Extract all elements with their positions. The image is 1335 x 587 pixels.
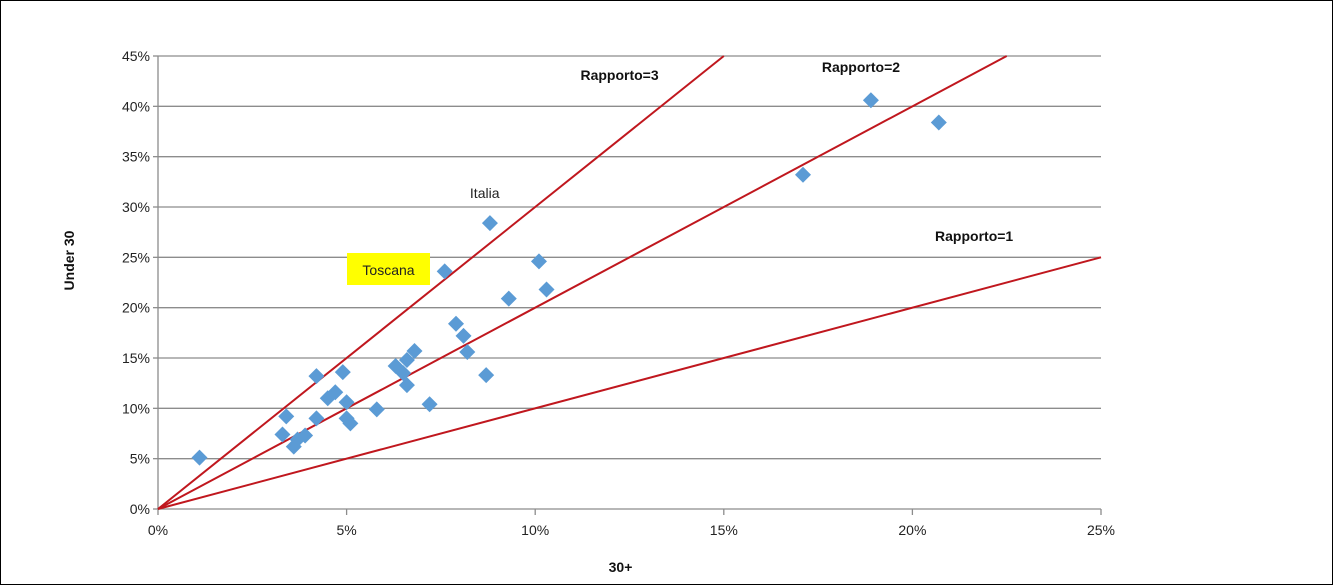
x-axis-title: 30+ (609, 559, 633, 575)
y-axis-title: Under 30 (61, 230, 77, 290)
data-point (930, 114, 947, 131)
annotations: Italia Toscana (347, 185, 500, 285)
y-tick-label: 30% (122, 199, 150, 215)
ratio-line (157, 55, 1008, 510)
y-tick-label: 20% (122, 300, 150, 316)
x-tick-label: 0% (148, 522, 168, 538)
data-point (421, 396, 438, 413)
y-tick-label: 0% (130, 501, 150, 517)
y-tick-label: 35% (122, 149, 150, 165)
tick-labels: 0% 5% 10% 15% 20% 25% 30% 35% 40% 45% 0% 5% 10% 15% 20… (122, 48, 1115, 538)
ratio-line-label: Rapporto=2 (822, 59, 900, 75)
x-tick-label: 10% (521, 522, 549, 538)
y-tick-label: 15% (122, 350, 150, 366)
y-tick-label: 25% (122, 249, 150, 265)
annotation-label: Toscana (362, 262, 414, 278)
data-point (334, 364, 351, 381)
annotation-label: Italia (470, 185, 500, 201)
data-point (398, 377, 415, 394)
data-point (478, 367, 495, 384)
data-point (406, 342, 423, 359)
x-tick-label: 20% (898, 522, 926, 538)
toscana-highlight (347, 253, 430, 285)
data-point (274, 426, 291, 443)
y-tick-label: 10% (122, 400, 150, 416)
data-point (308, 368, 325, 385)
data-point (398, 352, 415, 369)
data-point (481, 215, 498, 232)
data-point (368, 401, 385, 418)
ratio-line (157, 55, 725, 510)
data-point (795, 166, 812, 183)
ratio-line-label: Rapporto=1 (935, 228, 1013, 244)
y-tick-label: 45% (122, 48, 150, 64)
data-point (297, 427, 314, 444)
data-point (395, 365, 412, 382)
data-point (327, 384, 344, 401)
data-points (191, 92, 947, 466)
axes (153, 55, 1102, 515)
data-point (530, 253, 547, 270)
x-tick-label: 25% (1087, 522, 1115, 538)
x-tick-label: 15% (710, 522, 738, 538)
data-point (500, 290, 517, 307)
data-point (342, 415, 359, 432)
data-point (459, 343, 476, 360)
y-tick-label: 5% (130, 451, 150, 467)
data-point (436, 263, 453, 280)
ratio-line (157, 256, 1102, 510)
data-point (455, 327, 472, 344)
y-tick-label: 40% (122, 98, 150, 114)
data-point (278, 408, 295, 425)
data-point (308, 410, 325, 427)
gridlines (158, 55, 1101, 460)
data-point (338, 394, 355, 411)
data-point (862, 92, 879, 109)
data-point (191, 449, 208, 466)
data-point (538, 281, 555, 298)
x-tick-label: 5% (336, 522, 356, 538)
data-point (447, 315, 464, 332)
ratio-line-label: Rapporto=3 (580, 67, 658, 83)
